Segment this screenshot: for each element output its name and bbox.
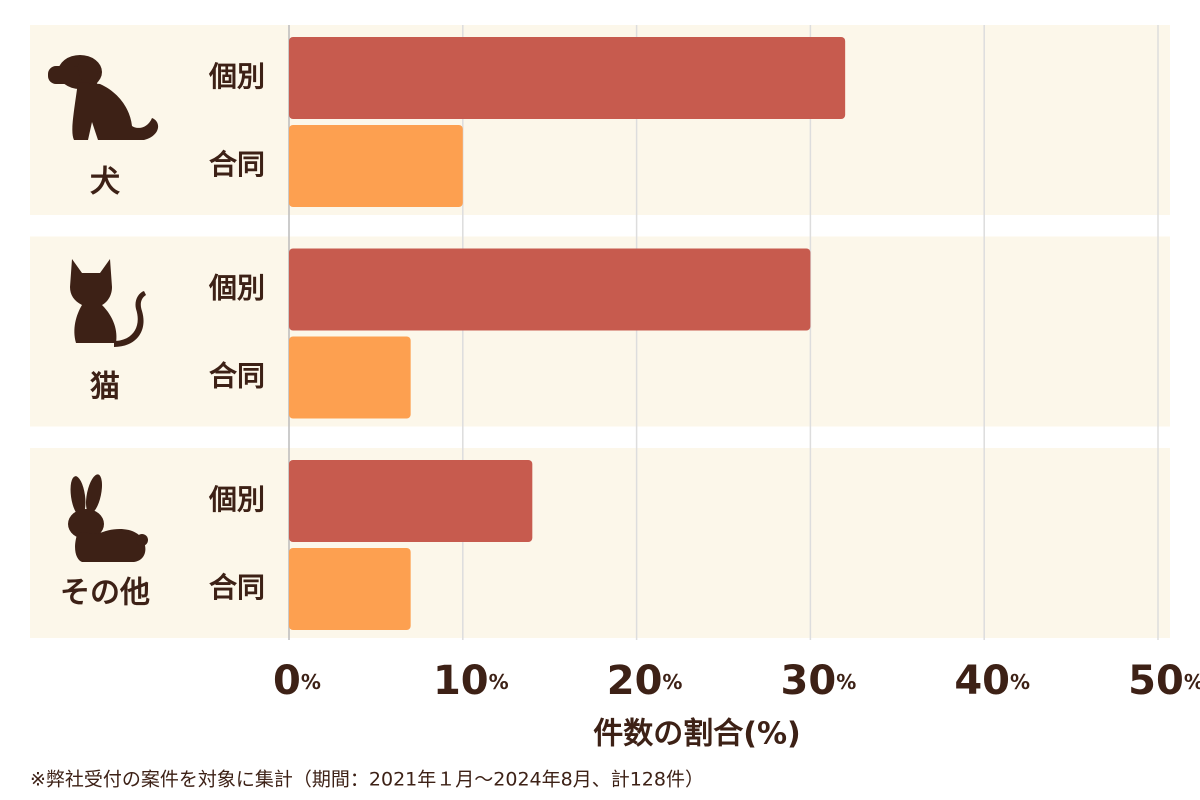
bar (289, 37, 846, 119)
x-axis-label: 件数の割合(%) (593, 717, 800, 752)
x-tick-label: 20% (607, 658, 683, 704)
bar (289, 548, 411, 630)
series-label: 個別 (208, 483, 265, 516)
series-label: 個別 (208, 272, 265, 305)
bar (289, 125, 463, 207)
category-label: 犬 (90, 165, 120, 200)
series-label: 合同 (209, 571, 265, 604)
x-tick-label: 10% (433, 658, 509, 704)
dog-icon (48, 55, 159, 140)
group-panel (30, 448, 1170, 638)
x-tick-label: 40% (954, 658, 1030, 704)
bar (289, 336, 411, 419)
x-tick-label: 50% (1128, 658, 1200, 704)
x-tick-label: 0% (273, 658, 321, 704)
series-label: 個別 (208, 60, 265, 93)
rabbit-icon (68, 474, 148, 562)
bar (289, 460, 533, 542)
series-label: 合同 (209, 148, 265, 181)
footnote: ※弊社受付の案件を対象に集計（期間：2021年１月～2024年8月、計128件） (30, 769, 704, 791)
x-tick-label: 30% (781, 658, 857, 704)
cat-icon (70, 259, 146, 347)
series-label: 合同 (209, 360, 265, 393)
category-label: その他 (60, 576, 150, 611)
bar (289, 248, 811, 331)
category-label: 猫 (90, 370, 120, 405)
